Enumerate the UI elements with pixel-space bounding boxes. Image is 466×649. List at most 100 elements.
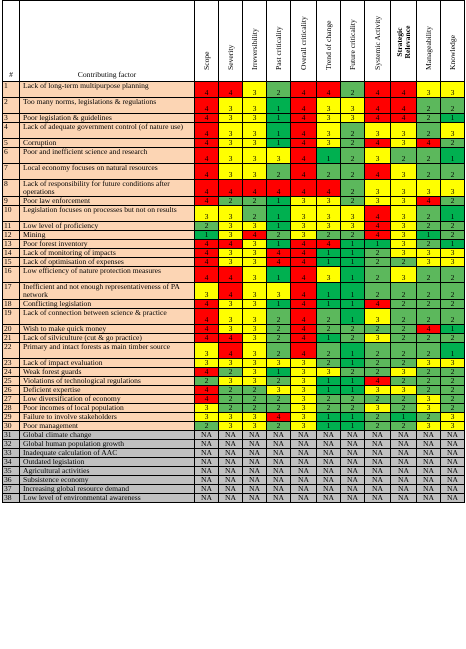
score-cell: 4 [194,97,219,114]
score-cell: 3 [290,205,317,222]
score-cell: 2 [416,299,441,309]
row-factor: Weak forest guards [19,367,195,377]
score-cell: 2 [218,196,243,206]
score-cell: 3 [390,122,417,139]
score-cell: 2 [440,282,465,300]
header-severity: Severity [218,0,243,82]
score-cell: 2 [340,147,365,164]
score-cell: NA [218,448,243,458]
table-row: 7 Local economy focuses on natural resour… [2,163,465,180]
score-cell: NA [266,448,291,458]
table-body: 1 Lack of long-term multipurpose planning… [2,81,465,503]
score-cell: NA [316,484,341,494]
score-cell: 4 [194,333,219,343]
score-cell: 1 [316,333,341,343]
score-cell: 2 [242,205,267,222]
score-cell: 1 [194,230,219,240]
row-number: 2 [2,97,20,114]
score-cell: 3 [218,376,243,386]
score-cell: 3 [194,205,219,222]
row-number: 15 [2,257,20,267]
score-cell: 2 [440,97,465,114]
score-cell: NA [390,484,417,494]
score-cell: 3 [390,138,417,148]
score-cell: 2 [440,394,465,404]
row-number: 21 [2,333,20,343]
table-row: 8 Lack of responsibility for future condi… [2,179,465,197]
score-cell: 2 [218,394,243,404]
score-cell: NA [390,466,417,476]
row-number: 19 [2,308,20,325]
score-cell: 3 [340,97,365,114]
score-cell: 2 [266,342,291,359]
header-label: Manageability [423,26,433,70]
table-row: 36 Subsistence economy NA NA NA NA NA NA NA NA NA N… [2,475,465,485]
score-cell: 3 [194,403,219,413]
score-cell: 2 [194,376,219,386]
score-cell: 4 [290,97,317,114]
score-cell: NA [440,448,465,458]
header-knowledge: Knowledge [440,0,465,82]
score-cell: 2 [340,333,365,343]
score-cell: 4 [266,248,291,258]
score-cell: 3 [390,163,417,180]
score-cell: 1 [416,230,441,240]
row-factor: Primary and intact forests as main timbe… [19,342,195,359]
score-cell: NA [218,466,243,476]
score-cell: 2 [340,394,365,404]
score-cell: 4 [290,266,317,283]
score-cell: NA [242,484,267,494]
score-cell: 2 [316,324,341,334]
score-cell: 2 [416,221,441,231]
table-row: 29 Failure to involve stakeholders 3 3 3 4 3 1 1… [2,412,465,422]
score-cell: NA [416,457,441,467]
score-cell: NA [316,457,341,467]
score-cell: 3 [242,333,267,343]
score-cell: 4 [416,138,441,148]
score-cell: NA [340,493,365,503]
score-cell: 4 [290,257,317,267]
score-cell: 2 [364,257,391,267]
score-cell: 3 [290,358,317,368]
score-cell: NA [266,466,291,476]
score-cell: 1 [316,248,341,258]
score-cell: 3 [440,412,465,422]
score-cell: 4 [290,324,317,334]
score-cell: NA [416,430,441,440]
score-cell: NA [266,430,291,440]
score-cell: 3 [266,147,291,164]
score-cell: NA [340,475,365,485]
score-cell: 3 [242,324,267,334]
row-factor: Low diversification of economy [19,394,195,404]
score-cell: NA [242,430,267,440]
score-cell: 4 [390,113,417,123]
score-cell: NA [242,466,267,476]
score-cell: 3 [242,376,267,386]
score-cell: 4 [290,333,317,343]
row-number: 29 [2,412,20,422]
row-number: 9 [2,196,20,206]
score-cell: NA [316,439,341,449]
score-cell: NA [390,475,417,485]
header-label: Scope [201,51,211,70]
score-cell: NA [194,475,219,485]
row-factor: Lack of connection between science & pra… [19,308,195,325]
row-number: 13 [2,239,20,249]
score-cell: 4 [290,248,317,258]
score-cell: 2 [340,324,365,334]
score-cell: NA [440,475,465,485]
score-cell: 1 [340,421,365,431]
score-cell: 3 [242,138,267,148]
score-cell: NA [440,439,465,449]
score-cell: 2 [364,282,391,300]
table-row: 21 Lack of silviculture (cut & go practic… [2,333,465,343]
score-cell: NA [218,475,243,485]
score-cell: 2 [218,385,243,395]
header-label: Strategic Relevance [394,25,412,59]
score-cell: 2 [316,230,341,240]
score-cell: NA [290,484,317,494]
score-cell: 3 [440,179,465,197]
score-cell: 2 [390,147,417,164]
score-cell: NA [440,493,465,503]
table-row: 24 Weak forest guards 4 2 3 1 3 3 2 2 3 2 2 [2,367,465,377]
